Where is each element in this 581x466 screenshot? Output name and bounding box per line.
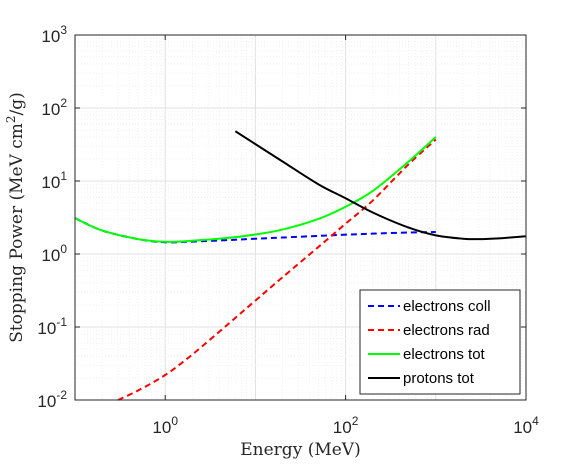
y-tick-label: 102 (41, 96, 67, 119)
y-tick-label: 100 (41, 242, 67, 265)
series-line-protons-tot (234, 130, 527, 241)
y-axis-title-main: Stopping Power (MeV cm (7, 123, 27, 343)
series-line-electrons-rad (117, 138, 437, 401)
legend-box (359, 289, 521, 395)
legend-label-electrons-rad: electrons rad (403, 322, 490, 339)
legend-label-electrons-tot: electrons tot (403, 346, 486, 363)
y-tick-label: 103 (41, 23, 67, 46)
series-line-electrons-tot (74, 136, 437, 243)
y-axis-title: Stopping Power (MeV cm2/g) (4, 92, 27, 343)
y-tick-label: 10-2 (37, 388, 67, 411)
tick-labels: 100 102 104 10-2 10-1 100 101 102 103 (37, 23, 539, 437)
y-axis-title-tail: /g) (7, 92, 27, 115)
x-tick-label: 104 (513, 414, 539, 437)
series-layer (74, 130, 527, 401)
axis-ticks (75, 34, 527, 401)
legend-label-electrons-coll: electrons coll (403, 298, 491, 315)
legend: electrons coll electrons rad electrons tot… (359, 289, 521, 395)
y-tick-label: 101 (41, 169, 67, 192)
plot-frame (74, 34, 527, 401)
x-axis-title: Energy (MeV) (240, 440, 360, 460)
y-axis-title-sup: 2 (4, 115, 18, 123)
x-tick-label: 100 (152, 414, 178, 437)
x-tick-label: 102 (333, 414, 359, 437)
series-line-electrons-coll (74, 217, 436, 244)
y-tick-label: 10-1 (37, 315, 67, 338)
legend-label-protons-tot: protons tot (403, 370, 475, 387)
